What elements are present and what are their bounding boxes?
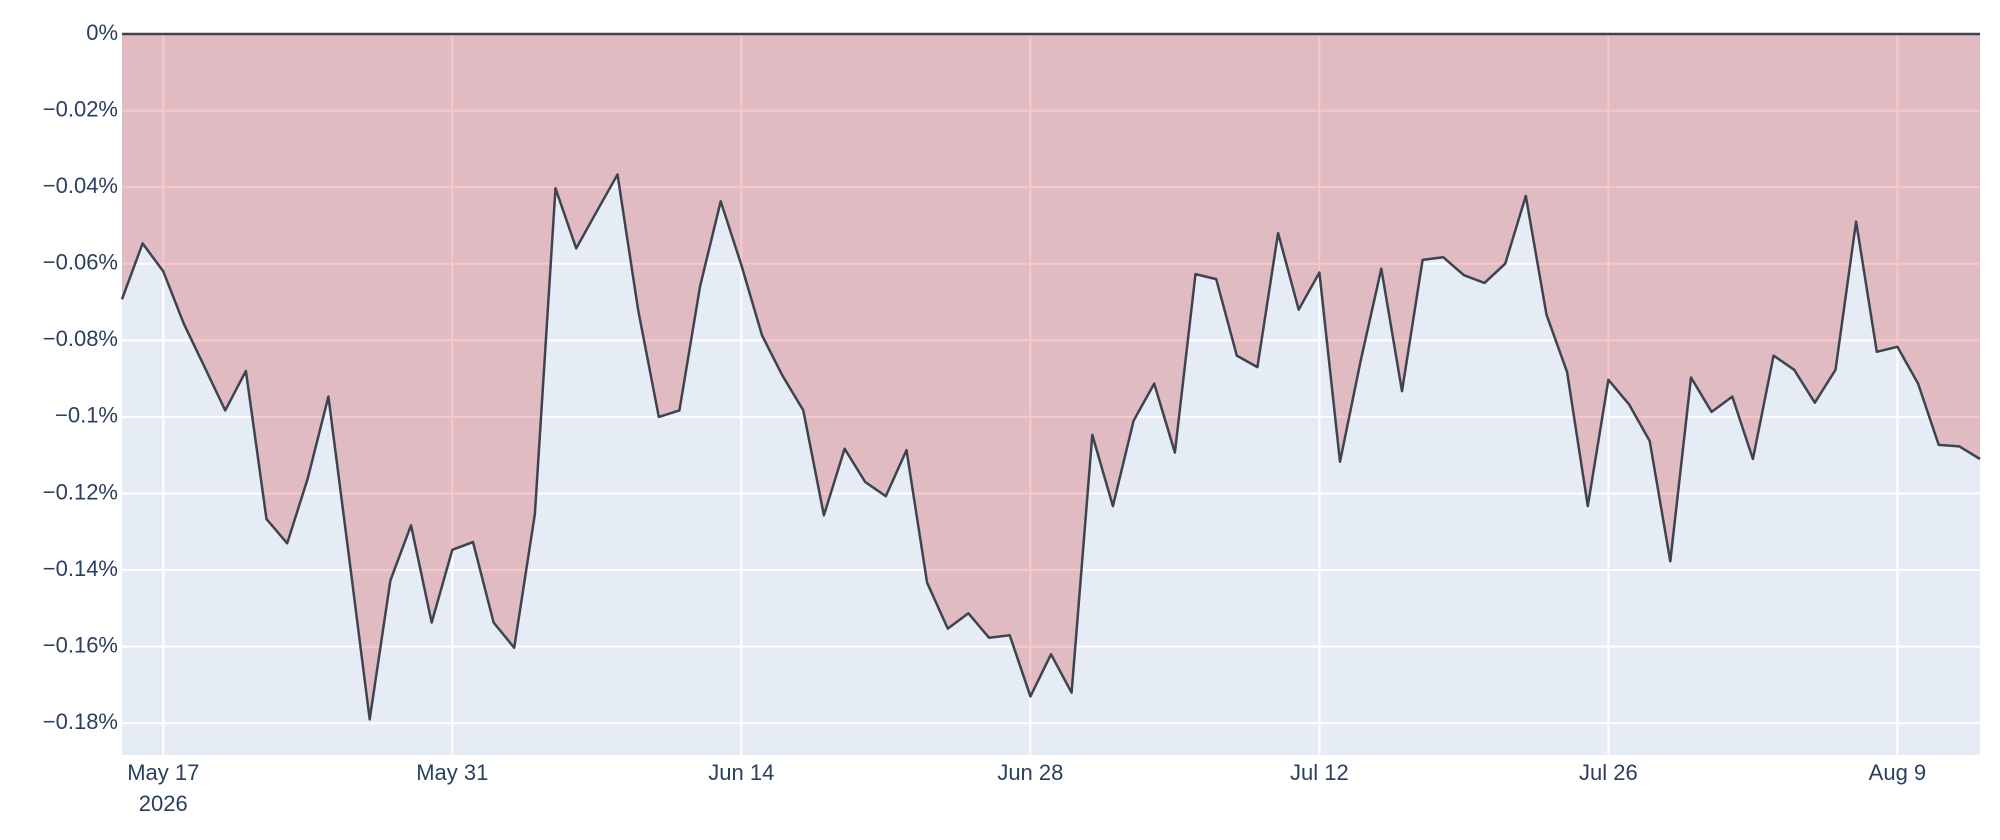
x-tick-label: Jun 28 — [997, 760, 1063, 785]
plot-background — [122, 34, 1980, 755]
x-tick-label: May 31 — [416, 760, 488, 785]
x-tick-label: Aug 9 — [1869, 760, 1927, 785]
y-tick-label: 0% — [86, 20, 118, 45]
y-tick-label: −0.14% — [43, 556, 118, 581]
y-tick-label: −0.04% — [43, 173, 118, 198]
y-tick-label: −0.1% — [55, 403, 118, 428]
y-tick-label: −0.06% — [43, 250, 118, 275]
x-tick-label: Jun 14 — [708, 760, 774, 785]
y-tick-label: −0.18% — [43, 709, 118, 734]
x-tick-label: Jul 12 — [1290, 760, 1349, 785]
drawdown-area — [122, 34, 1980, 720]
x-tick-label: May 17 — [127, 760, 199, 785]
x-year-label: 2026 — [139, 791, 188, 816]
drawdown-line — [120, 173, 1981, 721]
y-tick-label: −0.02% — [43, 96, 118, 121]
x-tick-label: Jul 26 — [1579, 760, 1638, 785]
y-tick-label: −0.12% — [43, 479, 118, 504]
y-tick-label: −0.16% — [43, 632, 118, 657]
y-tick-label: −0.08% — [43, 326, 118, 351]
